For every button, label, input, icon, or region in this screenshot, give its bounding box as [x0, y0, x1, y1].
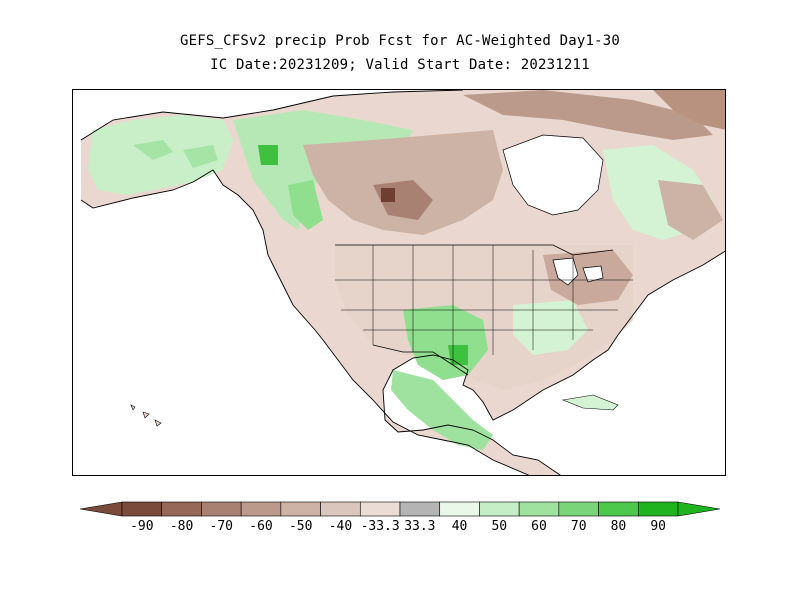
- colorbar-swatch: [240, 501, 282, 517]
- map-title: GEFS_CFSv2 precip Prob Fcst for AC-Weigh…: [179, 33, 621, 49]
- colorbar-tick-label: 60: [531, 519, 547, 534]
- map-subtitle: IC Date:20231209; Valid Start Date: 2023…: [210, 57, 590, 73]
- colorbar-tick-label: -70: [210, 519, 233, 534]
- colorbar-tick-label: 80: [611, 519, 627, 534]
- colorbar-swatch: [320, 501, 361, 517]
- colorbar-swatch: [479, 501, 520, 517]
- greenland: [653, 90, 725, 130]
- colorbar-tick-label: -40: [329, 519, 352, 534]
- texas-dark-green: [448, 345, 468, 365]
- us-canada-border: [335, 244, 614, 256]
- colorbar-tick-label: -50: [289, 519, 312, 534]
- arctic-brown: [463, 90, 713, 140]
- colorbar-left-arrow: [79, 501, 123, 517]
- colorbar-tick-label: 40: [452, 519, 468, 534]
- colorbar-swatch: [359, 501, 401, 517]
- colorbar-tick-label: -80: [170, 519, 193, 534]
- colorbar-swatch: [598, 501, 639, 517]
- colorbar-right-arrow: [677, 501, 721, 517]
- quebec-brown: [658, 180, 723, 240]
- bc-green: [288, 180, 323, 230]
- hawaii-islands: [130, 404, 162, 427]
- yukon-dark-green: [258, 145, 278, 165]
- colorbar-swatch: [161, 501, 202, 517]
- colorbar-tick-label: 90: [650, 519, 666, 534]
- colorbar-tick-label: 33.3: [404, 519, 435, 534]
- state-lines: [335, 245, 633, 365]
- colorbar-swatch: [121, 501, 163, 517]
- colorbar-swatch: [439, 501, 480, 517]
- colorbar-swatch: [518, 501, 560, 517]
- colorbar-tick-label: -90: [130, 519, 153, 534]
- colorbar: -90 -80 -70 -60 -50 -40 -33.3 33.3 40 50 60 70 80 90: [79, 501, 721, 534]
- colorbar-tick-label: 50: [491, 519, 507, 534]
- southeast-light-green: [513, 300, 588, 355]
- colorbar-swatch: [280, 501, 321, 517]
- mexico-green: [391, 370, 493, 450]
- forecast-map: [72, 89, 726, 476]
- coastline-outline: [80, 90, 725, 475]
- colorbar-tick-label: -60: [249, 519, 272, 534]
- colorbar-swatch: [201, 501, 242, 517]
- colorbar-tick-label: 70: [571, 519, 587, 534]
- alaska-green-spots: [133, 140, 218, 168]
- colorbar-swatch: [399, 501, 441, 517]
- hudson-bay: [502, 134, 604, 216]
- colorbar-tick-label: -33.3: [361, 519, 400, 534]
- dark-brown-spot: [381, 188, 395, 202]
- map-canvas: [80, 90, 725, 475]
- colorbar-swatch: [637, 501, 679, 517]
- colorbar-swatch: [558, 501, 599, 517]
- cuba: [561, 394, 619, 411]
- us-mexico-border: [372, 344, 469, 376]
